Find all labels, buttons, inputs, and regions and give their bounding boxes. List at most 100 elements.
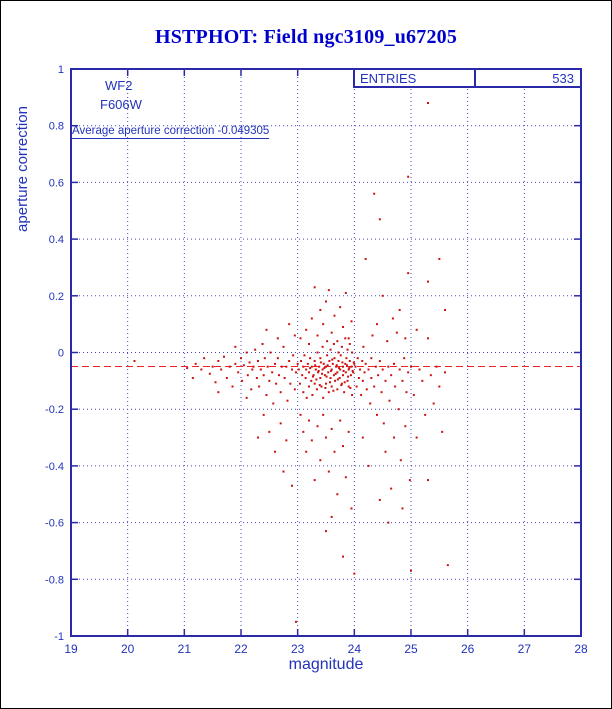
data-point: [348, 342, 351, 345]
data-point: [312, 374, 315, 377]
x-tick-label: 25: [404, 642, 418, 656]
y-tick-label: -0.2: [45, 404, 64, 416]
data-point: [348, 360, 351, 363]
data-point: [300, 360, 303, 363]
data-point: [316, 425, 319, 428]
data-point: [404, 425, 407, 428]
data-point: [245, 396, 248, 399]
data-point: [315, 388, 318, 391]
data-point: [223, 355, 225, 358]
data-point: [341, 361, 344, 364]
plot-frame: [70, 68, 582, 637]
data-point: [299, 337, 302, 340]
entries-value: 533: [474, 70, 580, 86]
data-point: [329, 348, 332, 351]
data-point: [362, 345, 365, 348]
data-point: [301, 374, 304, 377]
data-point: [357, 377, 360, 380]
data-point: [289, 382, 292, 385]
data-point: [340, 345, 343, 348]
data-point: [363, 371, 366, 374]
data-point: [344, 371, 347, 374]
data-point: [336, 340, 339, 343]
data-point: [412, 394, 415, 397]
data-point: [296, 362, 299, 365]
data-point: [246, 374, 249, 377]
data-point: [344, 476, 347, 479]
data-point: [282, 345, 285, 348]
data-point: [286, 399, 289, 402]
data-point: [427, 337, 429, 340]
data-point: [371, 334, 374, 337]
data-point: [370, 357, 373, 360]
data-point: [305, 396, 308, 399]
data-point: [438, 385, 441, 388]
y-tick-label: 0.6: [49, 177, 64, 189]
data-point: [191, 377, 194, 380]
data-point: [277, 374, 280, 377]
y-tick-label: 1: [58, 64, 64, 76]
data-point: [403, 357, 406, 360]
data-point: [262, 374, 265, 377]
data-point: [351, 351, 354, 354]
data-point: [259, 368, 262, 371]
x-tick-labels: 19 20 21 22 23 24 25 26 27 28: [64, 642, 588, 656]
data-point: [364, 362, 367, 365]
data-point: [327, 371, 330, 374]
data-point: [339, 306, 342, 309]
data-point: [133, 360, 136, 363]
data-point: [303, 354, 306, 357]
data-point: [323, 367, 326, 370]
data-point: [258, 385, 261, 388]
page-title: HSTPHOT: Field ngc3109_u67205: [154, 26, 458, 48]
y-tick-label: 0.2: [49, 291, 64, 303]
y-tick-label: 0: [58, 348, 64, 360]
data-point: [427, 479, 429, 482]
data-point: [220, 368, 223, 371]
data-point: [313, 479, 316, 482]
data-point: [401, 507, 404, 510]
data-point: [333, 314, 336, 317]
data-point: [194, 362, 197, 365]
data-point: [340, 382, 343, 385]
data-point: [325, 300, 327, 303]
data-point: [321, 372, 324, 375]
data-point: [327, 470, 330, 473]
data-point: [342, 325, 344, 328]
data-point: [407, 175, 410, 178]
x-tick-label: 19: [64, 642, 78, 656]
data-point: [309, 367, 312, 370]
data-point: [390, 487, 393, 490]
data-point: [398, 308, 401, 311]
y-tick-label: -1: [54, 631, 64, 643]
data-point: [333, 450, 336, 453]
data-point: [346, 379, 349, 382]
data-point: [330, 369, 333, 372]
data-point: [378, 218, 381, 221]
data-point: [299, 413, 302, 416]
data-point: [367, 464, 370, 467]
data-point: [211, 365, 214, 368]
data-point: [320, 385, 323, 388]
data-point: [325, 365, 327, 368]
data-point: [332, 389, 335, 392]
data-point: [322, 396, 325, 399]
data-point: [390, 374, 393, 377]
data-point: [350, 507, 353, 510]
data-point: [345, 357, 348, 360]
data-point: [397, 408, 400, 411]
data-point: [280, 365, 283, 368]
data-point: [252, 365, 255, 368]
data-point: [310, 379, 313, 382]
data-point: [446, 564, 449, 567]
data-point: [283, 377, 286, 380]
data-point: [321, 345, 324, 348]
data-point: [274, 362, 276, 365]
x-tick-label: 27: [518, 642, 532, 656]
data-point: [381, 368, 384, 371]
data-point: [279, 391, 282, 394]
data-point: [393, 436, 395, 439]
data-point: [325, 375, 328, 378]
data-point: [285, 365, 288, 368]
